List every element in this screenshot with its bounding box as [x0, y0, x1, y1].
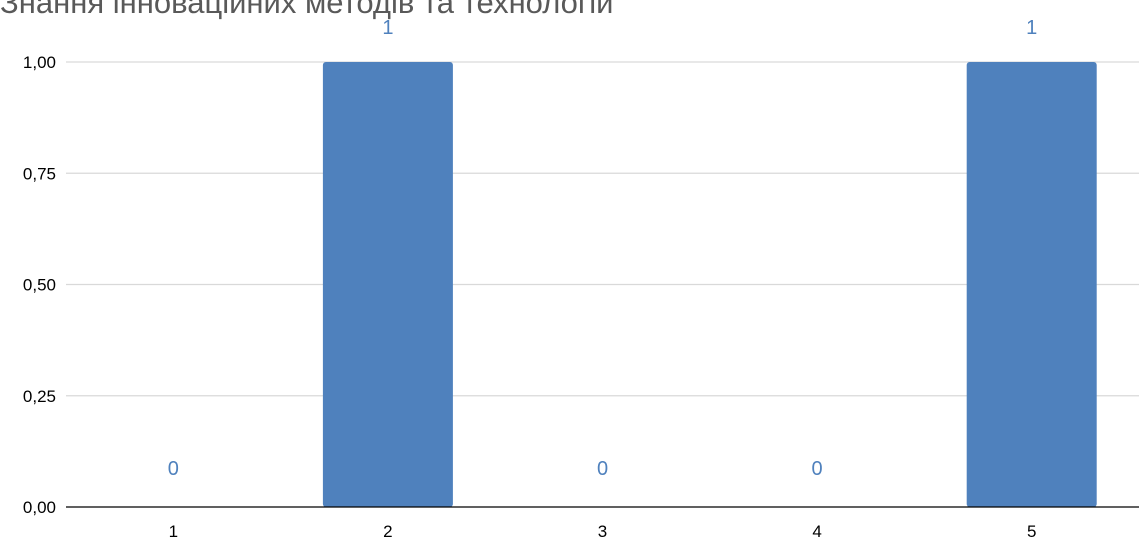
y-tick-label: 1,00 — [23, 53, 56, 72]
chart-title: Знання інноваційних методів та технологі… — [0, 0, 614, 20]
y-tick-label: 0,00 — [23, 498, 56, 517]
data-label: 1 — [382, 17, 393, 39]
x-tick-label: 3 — [598, 522, 607, 538]
bar — [966, 62, 1097, 507]
bar — [322, 62, 453, 507]
y-tick-label: 0,25 — [23, 387, 56, 406]
y-tick-label: 0,50 — [23, 276, 56, 295]
x-tick-label: 1 — [169, 522, 178, 538]
data-label: 0 — [168, 458, 179, 480]
x-tick-label: 2 — [383, 522, 392, 538]
data-label: 0 — [597, 458, 608, 480]
data-label: 0 — [812, 458, 823, 480]
y-tick-label: 0,75 — [23, 164, 56, 183]
data-label: 1 — [1026, 17, 1037, 39]
x-tick-label: 4 — [812, 522, 821, 538]
x-tick-label: 5 — [1027, 522, 1036, 538]
